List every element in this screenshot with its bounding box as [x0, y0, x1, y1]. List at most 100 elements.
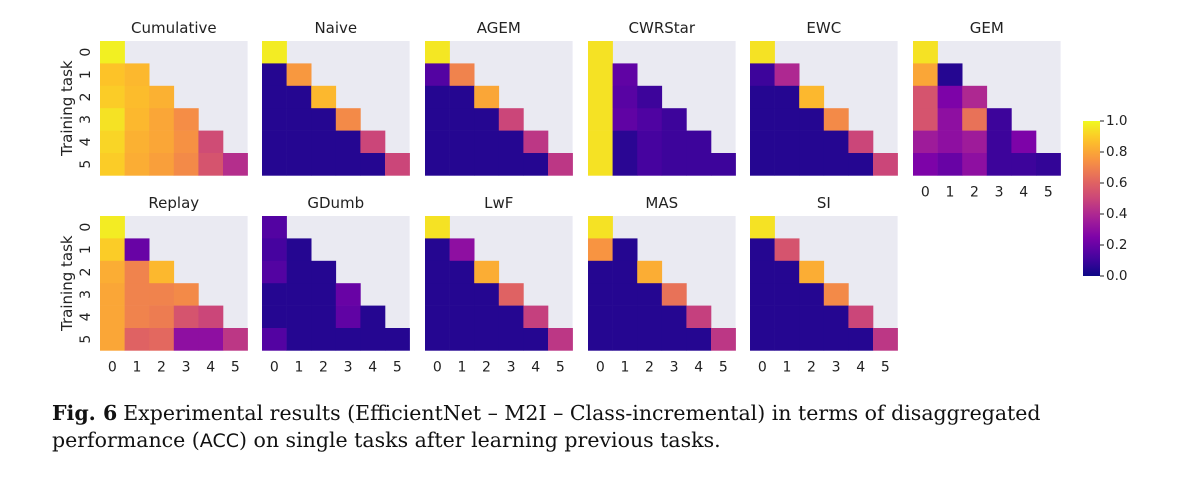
heatmap-cell	[262, 216, 287, 239]
y-axis-label: Training task	[58, 235, 76, 332]
x-tick-label: 5	[881, 359, 890, 375]
heatmap-cell	[311, 328, 337, 351]
y-tick-label: 1	[78, 70, 94, 79]
heatmap-cell	[262, 41, 287, 64]
heatmap-cell	[425, 238, 450, 262]
heatmap-panel: LwF 0 1 2 3 4 5	[425, 194, 573, 375]
heatmap-cell	[913, 85, 938, 109]
heatmap-cell	[474, 260, 500, 284]
heatmap-cell	[335, 283, 361, 306]
heatmap-cell	[335, 328, 361, 351]
heatmap-cell	[750, 153, 775, 176]
heatmap-cell	[774, 153, 800, 176]
heatmap-cell	[637, 130, 663, 154]
heatmap-cell	[100, 238, 125, 262]
heatmap-cell	[774, 63, 800, 87]
panel-title: GDumb	[307, 194, 364, 212]
heatmap-cell	[588, 108, 613, 131]
x-tick-label: 4	[1019, 184, 1028, 200]
heatmap-cell	[686, 328, 712, 351]
colorbar-tick-label: 0.4	[1106, 206, 1127, 222]
heatmap-cell	[588, 85, 613, 109]
colorbar	[1083, 121, 1100, 276]
heatmap-cell	[425, 130, 450, 154]
heatmap-cell	[612, 305, 638, 329]
x-tick-label: 4	[531, 359, 540, 375]
heatmap-cell	[750, 328, 775, 351]
colorbar-tick-label: 0.0	[1106, 268, 1127, 284]
heatmap-panel: Naive	[262, 19, 410, 176]
heatmap-cell	[913, 63, 938, 87]
heatmap-cell	[198, 153, 224, 176]
x-tick-label: 5	[231, 359, 240, 375]
heatmap-cell	[262, 283, 287, 306]
heatmap-cell	[774, 328, 800, 351]
heatmap-cell	[474, 85, 500, 109]
heatmap-cell	[588, 238, 613, 262]
caption-acc: ACC	[199, 430, 239, 452]
heatmap-cell	[385, 328, 410, 351]
heatmap-cell	[612, 283, 638, 306]
y-tick-label: 5	[78, 160, 94, 169]
x-tick-label: 5	[393, 359, 402, 375]
heatmap-cell	[449, 153, 475, 176]
heatmap-panel: SI 0 1 2 3 4 5	[750, 194, 898, 375]
heatmap-cell	[449, 283, 475, 306]
heatmap-cell	[124, 283, 150, 306]
heatmap-cell	[425, 305, 450, 329]
heatmap-cell	[823, 108, 849, 131]
heatmap-cell	[286, 238, 312, 262]
heatmap-cell	[124, 305, 150, 329]
heatmap-cell	[286, 108, 312, 131]
x-tick-label: 4	[856, 359, 865, 375]
heatmap-panel: GDumb 0 1 2 3 4 5	[262, 194, 410, 375]
heatmap-cell	[937, 85, 963, 109]
heatmap-panel: CWRStar	[588, 19, 736, 176]
heatmap-cell	[124, 153, 150, 176]
heatmap-cell	[750, 130, 775, 154]
heatmap-cell	[962, 153, 988, 176]
heatmap-cell	[661, 108, 687, 131]
heatmap-cell	[937, 63, 963, 87]
heatmap-cell	[311, 108, 337, 131]
x-tick-label: 2	[645, 359, 654, 375]
heatmap-cell	[637, 283, 663, 306]
heatmap-cell	[173, 328, 199, 351]
heatmap-cell	[637, 153, 663, 176]
heatmap-cell	[637, 85, 663, 109]
panel-title: GEM	[970, 19, 1004, 37]
heatmap-cell	[612, 238, 638, 262]
x-tick-label: 5	[1044, 184, 1053, 200]
heatmap-cell	[637, 108, 663, 131]
heatmap-cell	[425, 41, 450, 64]
heatmap-cell	[100, 305, 125, 329]
heatmap-cell	[548, 328, 573, 351]
heatmap-cell	[449, 305, 475, 329]
heatmap-cell	[750, 63, 775, 87]
heatmap-cell	[661, 153, 687, 176]
heatmap-cell	[986, 130, 1012, 154]
x-tick-label: 2	[319, 359, 328, 375]
heatmap-cell	[100, 153, 125, 176]
heatmap-cell	[498, 108, 524, 131]
heatmap-cell	[286, 328, 312, 351]
heatmap-cell	[149, 108, 175, 131]
heatmap-cell	[425, 153, 450, 176]
heatmap-cell	[360, 305, 386, 329]
heatmap-cell	[913, 41, 938, 64]
heatmap-panel: MAS 0 1 2 3 4 5	[588, 194, 736, 375]
x-tick-label: 2	[157, 359, 166, 375]
heatmap-cell	[823, 305, 849, 329]
x-tick-label: 1	[620, 359, 629, 375]
heatmap-cell	[661, 283, 687, 306]
heatmap-cell	[100, 85, 125, 109]
heatmap-cell	[637, 305, 663, 329]
y-tick-label: 2	[78, 268, 94, 277]
heatmap-cell	[498, 130, 524, 154]
heatmap-cell	[823, 153, 849, 176]
heatmap-cell	[612, 328, 638, 351]
heatmap-cell	[100, 328, 125, 351]
heatmap-cell	[937, 108, 963, 131]
